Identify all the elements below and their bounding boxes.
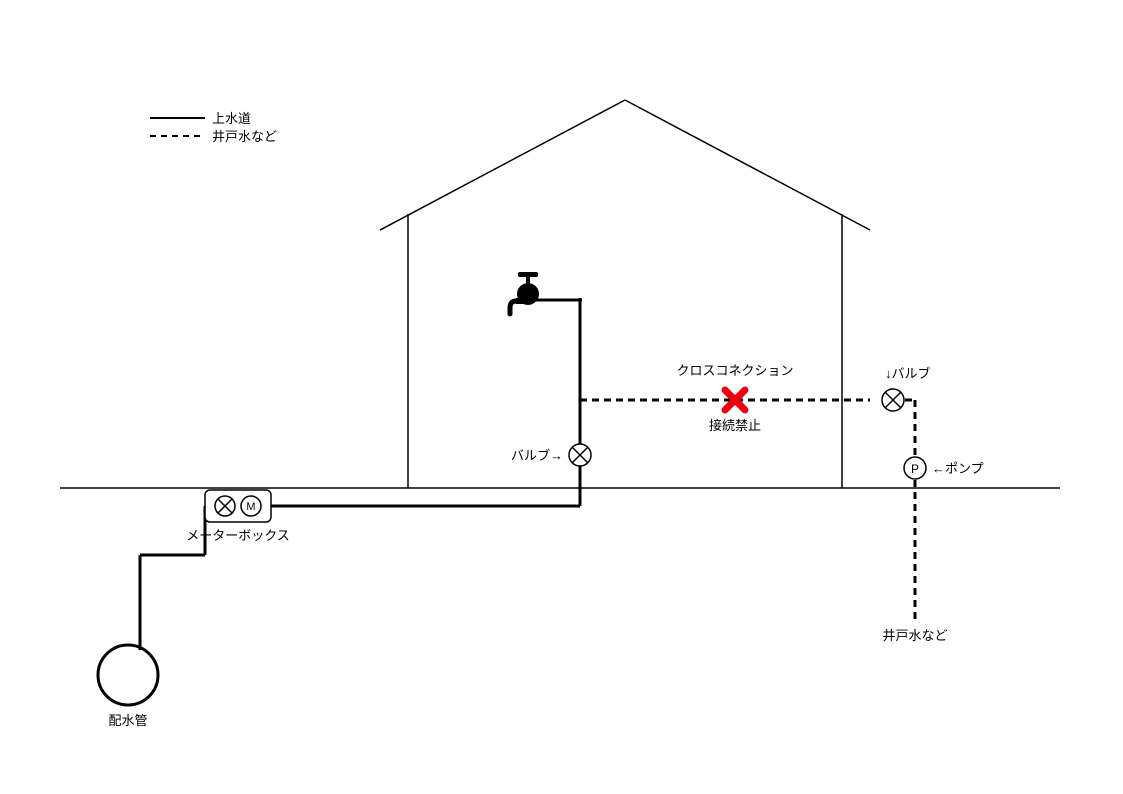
- meter-box-label: メーターボックス: [186, 528, 290, 543]
- valve-center-label: バルブ→: [511, 448, 563, 463]
- house-outline: [380, 100, 870, 488]
- valve-right-label: ↓バルブ: [885, 366, 931, 381]
- pump: P ←ポンプ: [904, 457, 984, 479]
- meter-box: M メーターボックス: [186, 490, 290, 543]
- well-water-label: 井戸水など: [882, 628, 947, 643]
- valve-center: バルブ→: [511, 444, 591, 466]
- valve-right: ↓バルブ: [882, 366, 931, 411]
- pump-letter: P: [911, 462, 919, 476]
- pump-label: ←ポンプ: [932, 461, 984, 476]
- distribution-pipe: 配水管: [98, 645, 158, 728]
- well-pipes: [580, 400, 915, 620]
- legend-dashed-label: 井戸水など: [212, 129, 277, 144]
- legend: 上水道 井戸水など: [150, 111, 277, 144]
- supply-pipes: [140, 298, 582, 650]
- cross-connection-label: クロスコネクション: [676, 363, 793, 378]
- faucet-icon: [510, 272, 539, 314]
- meter-letter: M: [246, 501, 255, 513]
- prohibited-label: 接続禁止: [709, 418, 761, 433]
- distribution-pipe-label: 配水管: [108, 713, 147, 728]
- legend-solid-label: 上水道: [212, 111, 251, 126]
- prohibit-x-icon: クロスコネクション 接続禁止: [676, 363, 793, 433]
- cross-connection-diagram: 上水道 井戸水など 配水管 M メーターボックス: [0, 0, 1123, 794]
